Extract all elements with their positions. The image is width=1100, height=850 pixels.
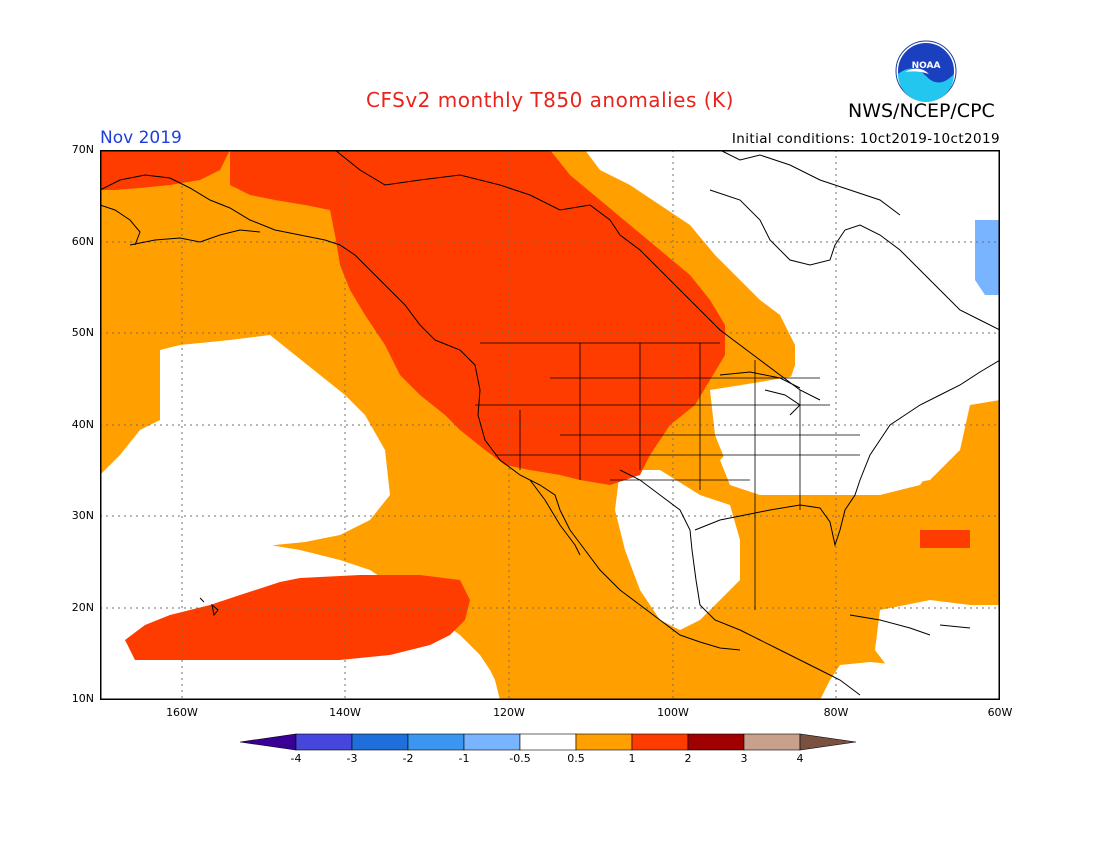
colorbar-label: -0.5: [509, 752, 531, 765]
colorbar-label: 4: [796, 752, 804, 765]
colorbar-label: -3: [346, 752, 358, 765]
lat-label: 30N: [71, 509, 94, 522]
colorbar-label: 0.5: [567, 752, 585, 765]
initial-conditions: Initial conditions: 10ct2019-10ct2019: [731, 131, 1000, 147]
colorbar-swatch: [463, 733, 521, 751]
anomaly-region-1-2: [100, 150, 230, 190]
lat-label: 60N: [71, 235, 94, 248]
colorbar-label: -4: [290, 752, 302, 765]
colorbar-label: -1: [458, 752, 470, 765]
colorbar-swatch: [687, 733, 745, 751]
neutral-region: [710, 340, 950, 495]
lon-label: 140W: [329, 706, 361, 719]
colorbar-swatch: [407, 733, 465, 751]
lon-label: 80W: [823, 706, 849, 719]
anomaly-region-1-2: [920, 530, 970, 548]
noaa-logo: NOAA: [895, 40, 957, 102]
anomaly-region-0.5-1: [520, 490, 650, 700]
colorbar-swatch: [519, 733, 577, 751]
lon-label: 160W: [166, 706, 198, 719]
chart-title: CFSv2 monthly T850 anomalies (K): [366, 88, 734, 112]
graticule: [100, 150, 1000, 700]
anomaly-region-neg: [975, 220, 1000, 295]
anomaly-region-1-2: [230, 150, 725, 485]
anomaly-region-1-2: [125, 575, 470, 660]
colorbar-swatch: [240, 733, 297, 751]
logo-text: NOAA: [912, 61, 941, 71]
neutral-region: [875, 600, 1000, 700]
coastlines: [100, 150, 1000, 696]
anomaly-map: [100, 150, 1000, 700]
colorbar-swatch: [295, 733, 353, 751]
colorbar-label: 2: [684, 752, 692, 765]
lat-label: 70N: [71, 143, 94, 156]
forecast-month: Nov 2019: [100, 128, 182, 148]
state-borders: [475, 342, 860, 610]
lon-label: 120W: [493, 706, 525, 719]
lat-label: 10N: [71, 692, 94, 705]
organization-label: NWS/NCEP/CPC: [848, 100, 995, 122]
neutral-region: [100, 335, 390, 575]
colorbar-swatch: [799, 733, 857, 751]
lat-label: 20N: [71, 601, 94, 614]
neutral-region: [615, 470, 740, 630]
colorbar-label: 1: [628, 752, 636, 765]
colorbar-label: 3: [740, 752, 748, 765]
colorbar: [240, 733, 857, 751]
map-frame: [100, 150, 1000, 700]
lon-label: 60W: [987, 706, 1013, 719]
colorbar-swatch: [743, 733, 801, 751]
colorbar-swatch: [631, 733, 689, 751]
colorbar-swatch: [575, 733, 633, 751]
colorbar-swatch: [351, 733, 409, 751]
colorbar-label: -2: [402, 752, 414, 765]
lat-label: 50N: [71, 326, 94, 339]
lat-label: 40N: [71, 418, 94, 431]
lon-label: 100W: [657, 706, 689, 719]
